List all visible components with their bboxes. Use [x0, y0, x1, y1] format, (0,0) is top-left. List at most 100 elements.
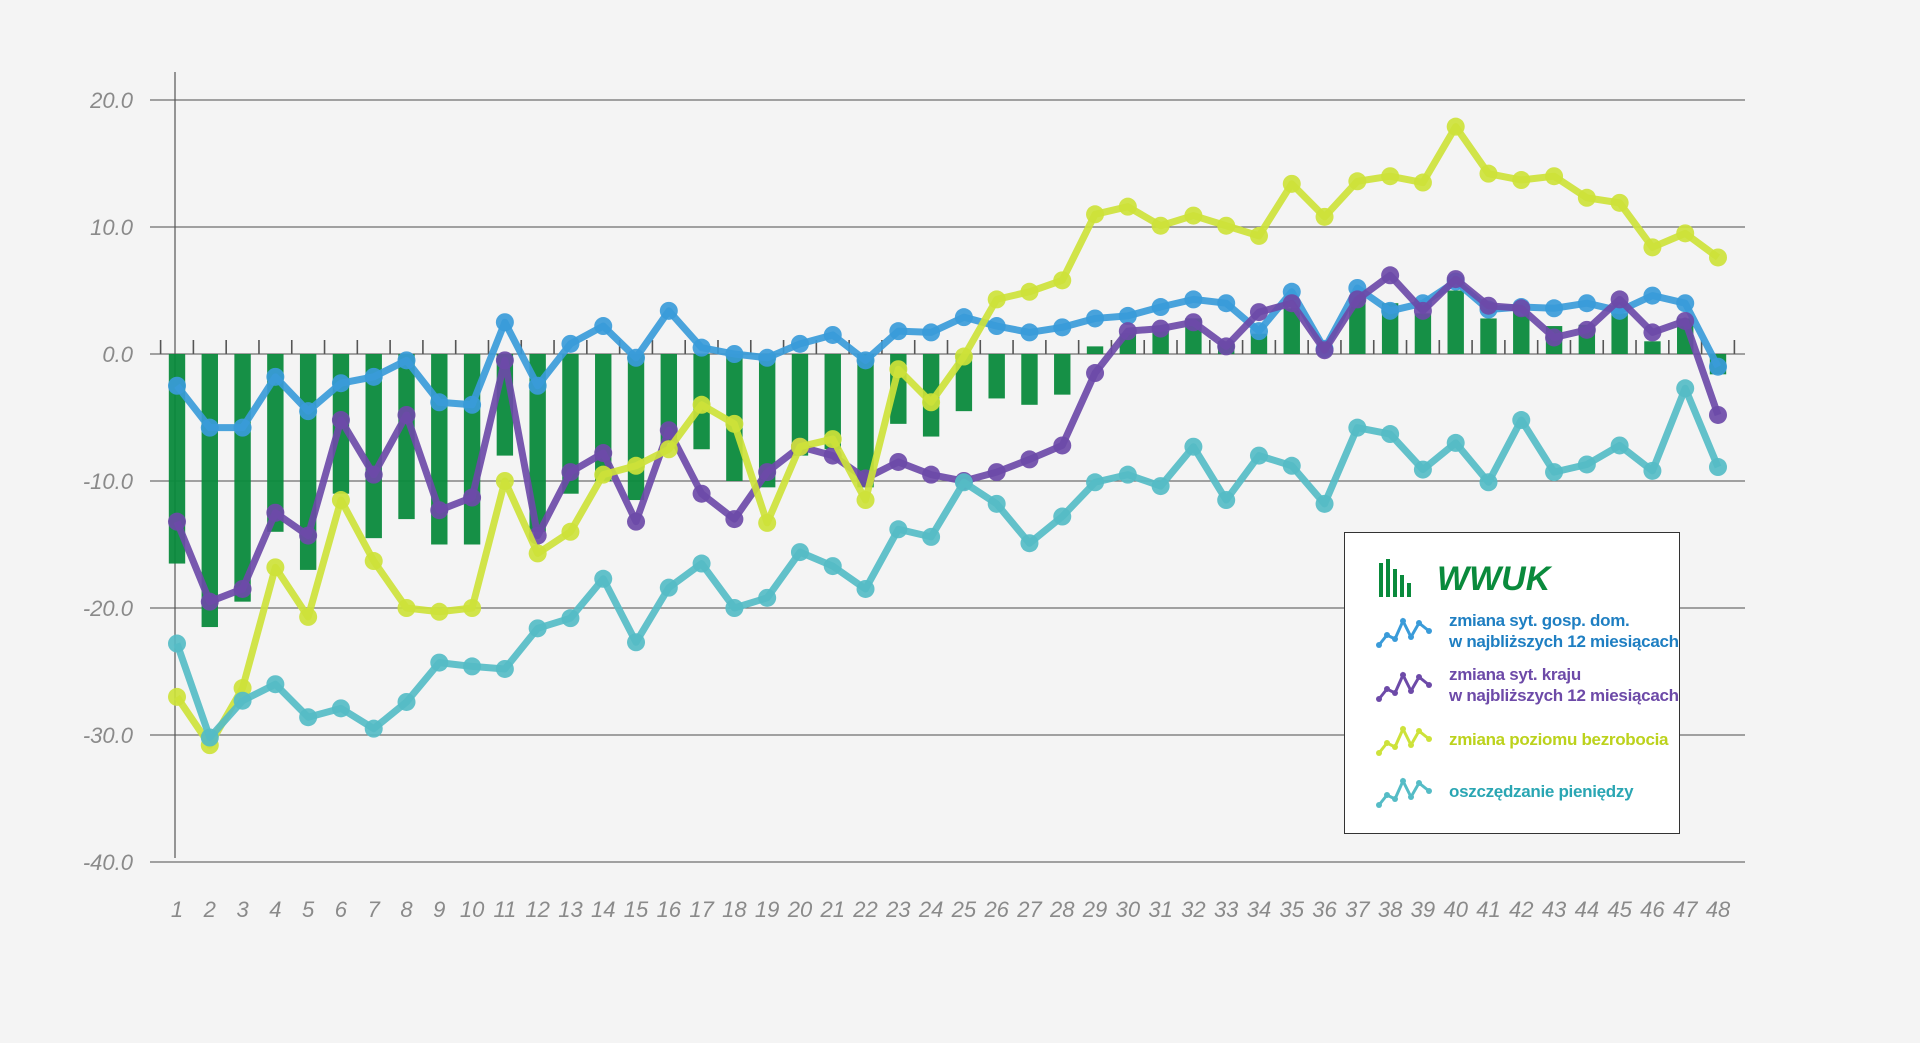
- series-point-2: [299, 607, 318, 626]
- series-point-1: [168, 512, 186, 531]
- series-point-2: [331, 491, 350, 510]
- series-point-0: [725, 345, 744, 363]
- series-point-3: [627, 633, 646, 652]
- series-point-0: [987, 317, 1006, 336]
- series-point-0: [1118, 306, 1137, 325]
- series-point-0: [561, 334, 580, 353]
- series-point-1: [1315, 341, 1334, 360]
- bar: [955, 354, 973, 412]
- series-point-3: [528, 619, 547, 638]
- series-point-1: [561, 463, 580, 482]
- bar: [267, 354, 284, 532]
- series-point-2: [889, 360, 908, 379]
- series-point-3: [659, 578, 678, 597]
- line-series-icon: [1376, 671, 1432, 702]
- series-point-2: [1381, 167, 1400, 186]
- series-point-3: [823, 557, 842, 576]
- series-point-0: [397, 351, 416, 370]
- x-tick-label: 20: [787, 897, 813, 922]
- series-point-3: [1610, 436, 1629, 455]
- series-point-2: [1184, 206, 1203, 225]
- series-point-1: [1479, 296, 1498, 315]
- series-point-0: [1184, 290, 1203, 309]
- line-series-icon: [1376, 725, 1432, 756]
- series-point-2: [1446, 117, 1465, 136]
- series-point-3: [299, 708, 318, 727]
- bar: [529, 354, 546, 532]
- series-point-3: [758, 588, 777, 607]
- series-point-0: [758, 348, 777, 367]
- bar: [1480, 318, 1497, 354]
- series-point-3: [1381, 425, 1400, 444]
- x-tick-label: 29: [1082, 897, 1107, 922]
- x-tick-label: 36: [1312, 897, 1337, 922]
- series-point-2: [266, 558, 285, 577]
- series-point-3: [1282, 456, 1301, 475]
- series-point-2: [954, 347, 973, 366]
- series-point-1: [725, 510, 744, 529]
- series-point-3: [200, 728, 219, 747]
- series-point-2: [364, 552, 383, 571]
- bar: [1513, 308, 1530, 354]
- series-point-3: [1413, 460, 1432, 479]
- legend-item-series-0: zmiana syt. gosp. dom. w najbliższych 12…: [1373, 609, 1679, 653]
- series-point-3: [463, 657, 482, 676]
- series-point-1: [1086, 364, 1105, 383]
- x-tick-label: 47: [1673, 897, 1698, 922]
- series-point-0: [1217, 294, 1236, 313]
- series-point-3: [1315, 494, 1334, 513]
- series-point-0: [1577, 294, 1596, 313]
- series-point-1: [1118, 322, 1137, 341]
- line-series-icon: [1376, 777, 1432, 808]
- series-point-2: [594, 465, 613, 484]
- series-point-0: [463, 395, 482, 414]
- series-point-3: [1348, 418, 1367, 437]
- series-point-2: [528, 544, 547, 563]
- x-tick-label: 4: [269, 897, 281, 922]
- x-tick-label: 7: [368, 897, 381, 922]
- series-point-1: [1381, 266, 1400, 285]
- x-tick-label: 30: [1116, 897, 1141, 922]
- series-point-0: [1643, 286, 1662, 305]
- series-point-2: [397, 599, 416, 617]
- series-point-3: [1020, 534, 1039, 553]
- x-tick-label: 19: [755, 897, 779, 922]
- series-point-2: [1479, 164, 1498, 183]
- series-point-1: [1676, 311, 1695, 330]
- series-point-2: [1086, 205, 1105, 224]
- x-tick-label: 10: [460, 897, 485, 922]
- series-point-0: [823, 325, 842, 344]
- series-point-1: [1545, 328, 1564, 347]
- y-tick-label: 20.0: [89, 88, 134, 113]
- series-point-2: [1053, 271, 1072, 290]
- line-series-icon: [1376, 617, 1432, 648]
- bar: [1152, 331, 1169, 354]
- series-point-2: [430, 602, 449, 621]
- series-point-0: [1151, 298, 1170, 317]
- bar: [1644, 341, 1661, 354]
- series-point-3: [1709, 458, 1727, 477]
- series-point-0: [1053, 318, 1072, 337]
- x-tick-label: 14: [591, 897, 615, 922]
- bar: [1611, 313, 1628, 354]
- x-tick-label: 34: [1247, 897, 1271, 922]
- series-point-2: [1020, 282, 1039, 301]
- legend-item-series-3: oszczędzanie pieniędzy: [1373, 769, 1634, 813]
- series-point-2: [1282, 174, 1301, 193]
- series-point-3: [1643, 461, 1662, 480]
- series-point-1: [1282, 294, 1301, 313]
- series-point-1: [1020, 450, 1039, 469]
- series-point-2: [692, 395, 711, 414]
- bar: [1283, 308, 1300, 354]
- series-point-0: [856, 351, 875, 370]
- x-tick-label: 37: [1345, 897, 1370, 922]
- series-point-3: [1086, 473, 1105, 492]
- series-point-0: [299, 402, 318, 421]
- series-point-2: [758, 513, 777, 532]
- series-point-0: [922, 323, 941, 342]
- x-tick-label: 6: [335, 897, 348, 922]
- series-point-1: [495, 351, 514, 370]
- series-point-3: [954, 473, 973, 492]
- x-tick-label: 2: [203, 897, 216, 922]
- series-point-2: [463, 599, 482, 617]
